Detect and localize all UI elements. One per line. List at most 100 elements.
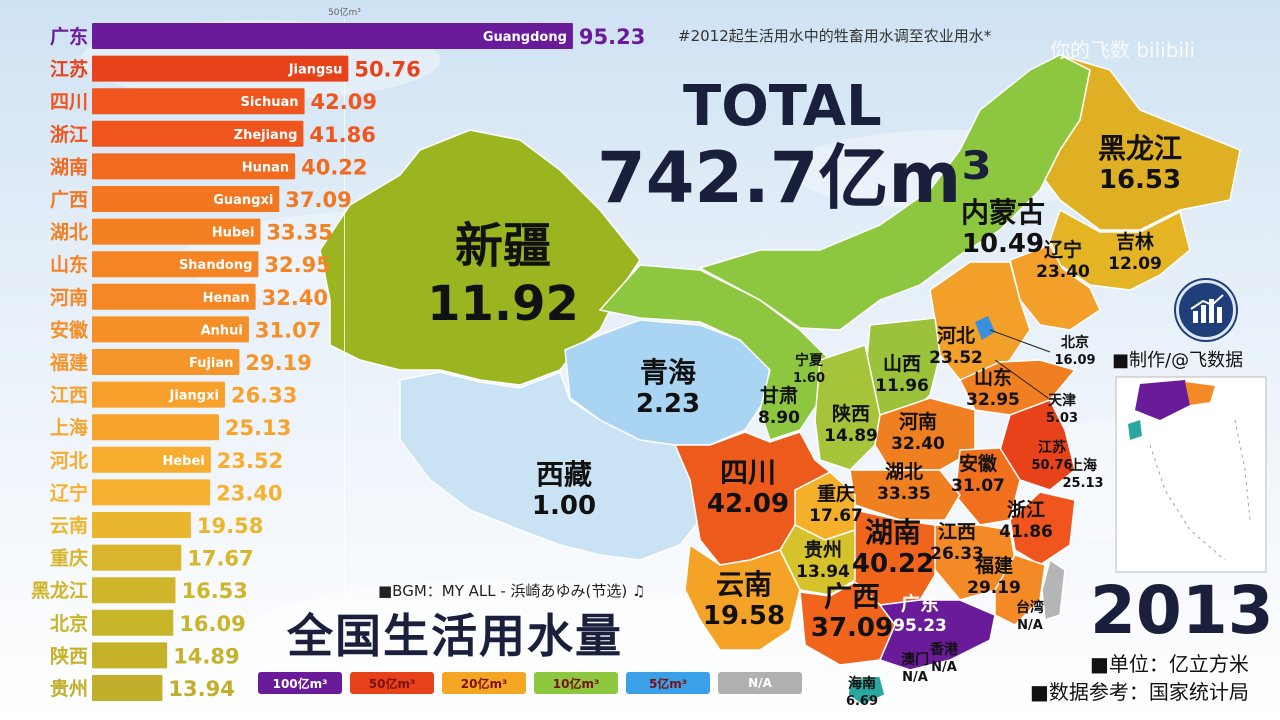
map-labels: 新疆11.92西藏1.00青海2.23四川42.09内蒙古10.49黑龙江16.… — [427, 132, 1182, 709]
bar-value-label: 31.07 — [255, 318, 321, 342]
bar-inner-label: Sichuan — [240, 95, 298, 110]
inset-dashline — [1149, 419, 1251, 561]
region-yunnan — [684, 543, 801, 651]
map-region-name: 广东 — [901, 592, 939, 615]
bar-category-label: 上海 — [50, 416, 88, 439]
bar-category-label: 辽宁 — [50, 481, 88, 504]
bgm-caption: ■BGM：MY ALL - 浜崎あゆみ(节选) ♫ — [378, 582, 646, 600]
map-region-value: N/A — [902, 670, 928, 685]
total-value: 742.7亿m³ — [597, 137, 993, 219]
chart-logo-icon — [1176, 280, 1236, 340]
bar — [92, 55, 349, 82]
bar-inner-label: Hebei — [162, 454, 204, 469]
bar — [92, 381, 225, 408]
map-region-name: 黑龙江 — [1098, 132, 1182, 165]
map-region-value: 33.35 — [877, 484, 931, 504]
bar-inner-label: Fujian — [189, 356, 233, 371]
axis-tick-label: 50亿m³ — [328, 6, 361, 18]
bar-category-label: 云南 — [50, 515, 88, 537]
bar-category-label: 河北 — [50, 450, 88, 472]
bar-value-label: 25.13 — [225, 416, 291, 440]
map-region-value: 16.09 — [1054, 353, 1095, 368]
map-region-value: 8.90 — [758, 408, 800, 428]
bar — [92, 609, 174, 636]
legend-item: 20亿m³ — [442, 672, 526, 694]
legend-item: 100亿m³ — [258, 672, 342, 694]
bar-value-label: 16.53 — [181, 579, 247, 603]
map-region-name: 上海 — [1069, 457, 1097, 474]
map-region-name: 宁夏 — [795, 352, 824, 369]
region-heilongjiang — [1044, 54, 1241, 231]
bar-category-label: 湖北 — [50, 222, 88, 244]
source-label: ■数据参考：国家统计局 — [1030, 680, 1249, 704]
map-region-name: 浙江 — [1007, 498, 1045, 521]
map-region-name: 山西 — [883, 353, 921, 375]
map-region-value: 26.33 — [930, 544, 984, 564]
bar-category-label: 浙江 — [50, 123, 88, 146]
map-region-value: 42.09 — [707, 489, 789, 519]
region-beijing — [975, 316, 995, 340]
map-region-value: 17.67 — [809, 506, 863, 526]
map-region-name: 北京 — [1061, 334, 1089, 351]
bar-inner-label: Hubei — [212, 226, 255, 241]
bar-chart-icon — [1190, 294, 1224, 323]
map-region-value: 6.69 — [846, 694, 878, 709]
bar-value-label: 50.76 — [354, 58, 420, 82]
watermark: 你的飞数 bilibili — [1050, 38, 1196, 62]
bar-value-label: 42.09 — [311, 90, 377, 114]
bar — [92, 316, 249, 343]
bar-category-label: 河南 — [50, 287, 88, 309]
map-region-name: 甘肃 — [760, 384, 798, 407]
map-region-value: N/A — [1017, 618, 1043, 633]
bar-value-label: 95.23 — [579, 25, 645, 49]
bar-value-label: 33.35 — [266, 221, 332, 245]
bar-value-label: 41.86 — [309, 123, 375, 147]
map-region-name: 贵州 — [804, 539, 842, 561]
region-qinghai — [564, 319, 771, 446]
ranking-bar-chart: 50亿m³ 广东 Guangdong 95.23 江苏 Jiangsu 50.76 四川 Sic… — [30, 6, 646, 701]
region-gansu — [598, 264, 831, 441]
color-legend: 100亿m³ 50亿m³ 20亿m³ 10亿m³ 5亿m³ N/A — [258, 672, 802, 694]
bar-category-label: 四川 — [50, 91, 88, 113]
bar-inner-label: Jiangxi — [168, 389, 218, 404]
leader-line — [994, 359, 1049, 399]
map-region-name: 湖北 — [885, 461, 923, 483]
map-region-value: 10.49 — [962, 229, 1044, 259]
region-zhejiang — [1009, 491, 1076, 566]
map-region-value: 37.09 — [811, 613, 893, 643]
bar-value-label: 32.40 — [262, 286, 328, 310]
bar-value-label: 23.52 — [217, 449, 283, 473]
map-region-name: 吉林 — [1116, 230, 1154, 253]
region-taiwan — [1041, 558, 1066, 622]
bar-inner-label: Henan — [203, 291, 250, 306]
inset-hainan — [1128, 420, 1142, 440]
map-region-value: 19.58 — [703, 601, 785, 631]
map-region-name: 广西 — [824, 580, 880, 613]
map-region-value: 11.92 — [427, 276, 579, 332]
map-region-name: 台湾 — [1016, 599, 1044, 616]
map-region-name: 云南 — [716, 568, 772, 601]
inset-fujian — [1185, 382, 1215, 405]
bar — [92, 153, 296, 180]
bar-value-label: 17.67 — [187, 547, 253, 571]
bar — [92, 479, 211, 506]
map-region-name: 辽宁 — [1044, 238, 1082, 261]
bar-value-label: 16.09 — [179, 612, 245, 636]
map-region-value: 2.23 — [636, 389, 700, 419]
region-sichuan — [673, 431, 832, 566]
bar-inner-label: Anhui — [201, 323, 243, 338]
map-region-name: 重庆 — [817, 482, 855, 505]
bar — [92, 446, 211, 473]
bar — [92, 186, 280, 212]
region-shaanxi — [814, 344, 881, 471]
map-region-value: 29.19 — [967, 578, 1021, 598]
map-region-value: 50.76 — [1031, 458, 1072, 473]
map-region-value: 23.40 — [1036, 262, 1090, 282]
map-region-value: 14.89 — [824, 426, 878, 446]
map-region-name: 青海 — [640, 356, 696, 389]
bar-category-label: 贵州 — [50, 678, 88, 700]
bar — [92, 414, 219, 441]
inset-guangdong — [1135, 380, 1190, 420]
region-hubei — [849, 469, 961, 521]
bar-value-label: 29.19 — [245, 351, 311, 375]
